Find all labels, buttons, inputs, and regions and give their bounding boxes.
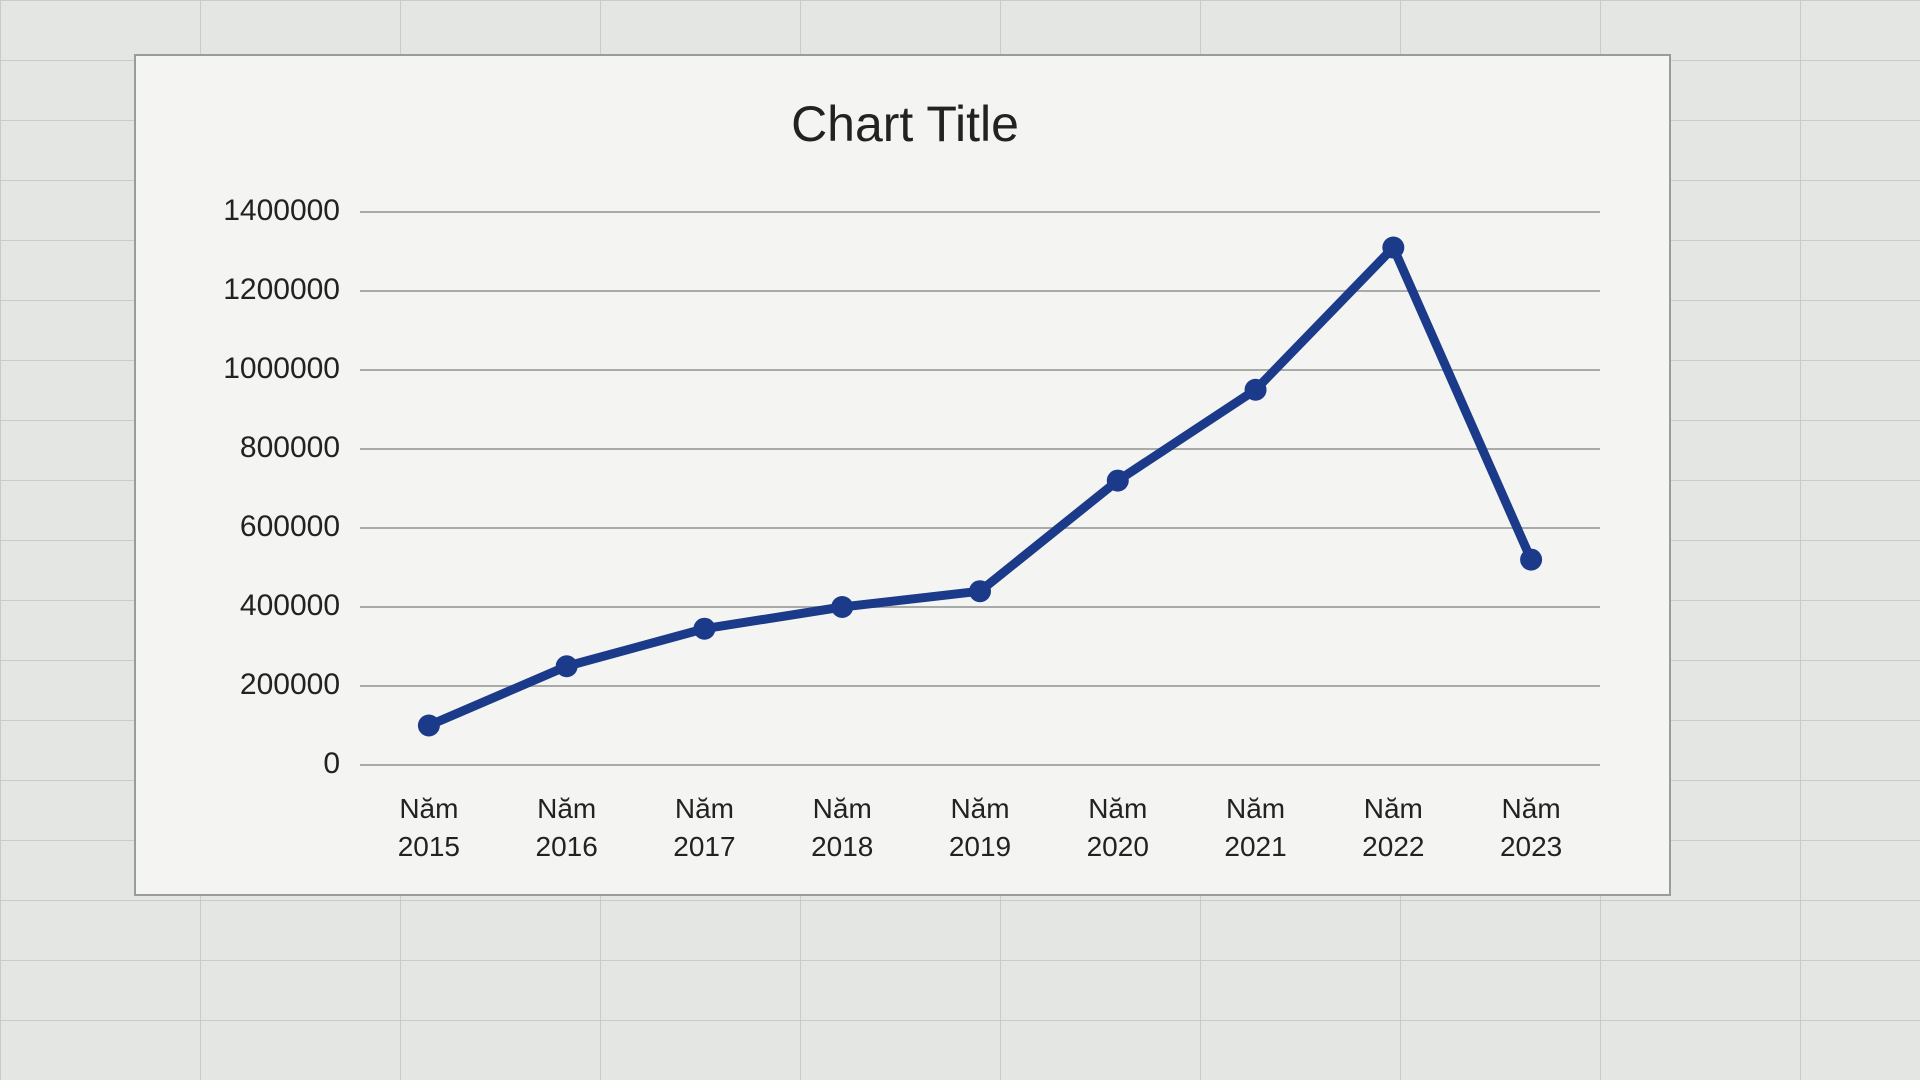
marker xyxy=(1244,378,1267,401)
y-tick-label: 400000 xyxy=(240,589,340,622)
marker xyxy=(1382,236,1405,259)
marker xyxy=(555,655,578,678)
x-tick-label: Năm 2022 xyxy=(1362,793,1425,862)
y-tick-label: 0 xyxy=(323,747,340,780)
x-tick-label: Năm 2015 xyxy=(397,793,461,862)
marker xyxy=(969,580,991,603)
chart-title: Chart Title xyxy=(791,96,1019,152)
chart-area xyxy=(134,54,1671,896)
y-tick-label: 600000 xyxy=(240,510,340,543)
marker xyxy=(417,714,440,737)
y-tick-label: 800000 xyxy=(240,431,340,464)
x-tick-label: Năm 2021 xyxy=(1224,793,1287,862)
marker xyxy=(693,617,716,640)
x-tick-label: Năm 2020 xyxy=(1086,793,1149,862)
marker xyxy=(831,596,854,618)
y-tick-label: 1400000 xyxy=(223,194,340,227)
y-tick-label: 1200000 xyxy=(223,273,340,306)
x-tick-label: Năm 2023 xyxy=(1499,793,1563,862)
y-tick-label: 1000000 xyxy=(223,352,340,385)
y-tick-label: 200000 xyxy=(240,668,340,701)
x-tick-label: Năm 2016 xyxy=(535,793,598,862)
marker xyxy=(1520,548,1543,571)
x-tick-label: Năm 2017 xyxy=(673,793,736,862)
marker xyxy=(1106,469,1129,492)
x-tick-label: Năm 2018 xyxy=(811,793,874,862)
x-tick-label: Năm 2019 xyxy=(948,793,1012,862)
